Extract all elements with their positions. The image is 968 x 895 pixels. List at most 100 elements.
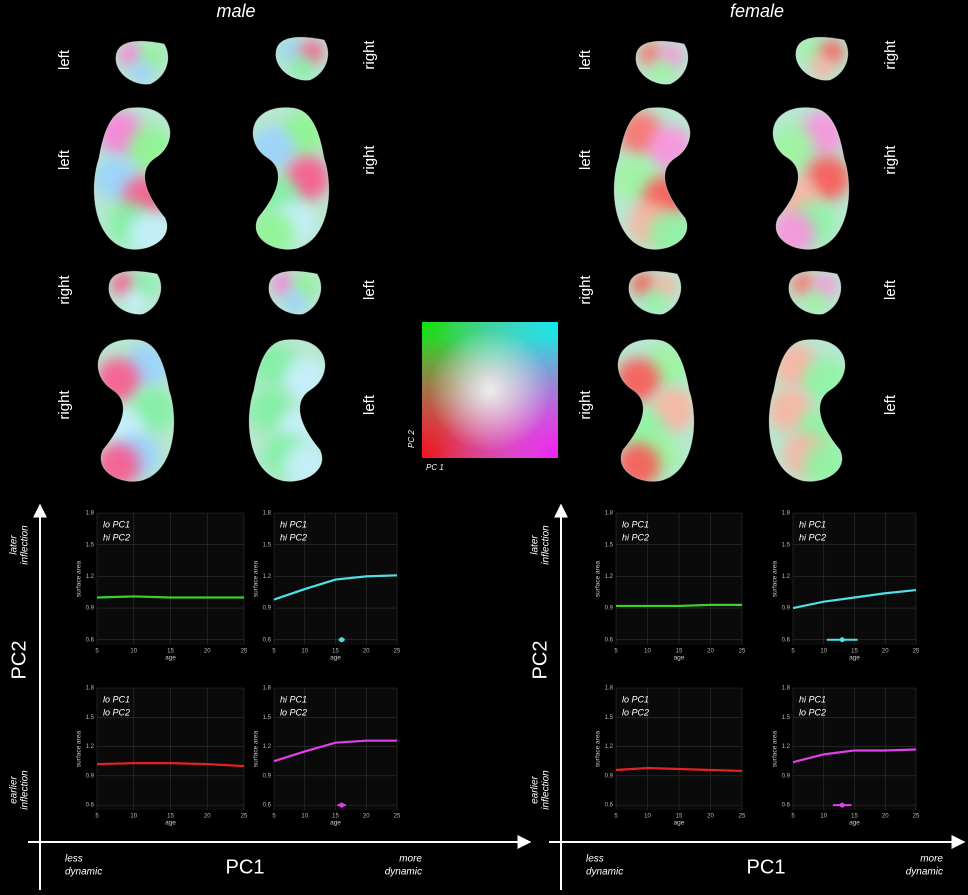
x-tick-label: 25 (394, 649, 401, 655)
x-axis-note: more (920, 854, 943, 865)
x-axis-label: age (330, 820, 341, 827)
x-tick-label: 20 (204, 814, 211, 820)
x-axis-note: more (399, 854, 422, 865)
brain (795, 37, 848, 81)
y-tick-label: 1.5 (605, 542, 614, 548)
mean-line (792, 588, 917, 610)
y-tick-label: 1.8 (263, 686, 272, 692)
panel-label: lo PC1 (622, 519, 649, 529)
x-tick-label: 15 (167, 649, 174, 655)
panel-label: hi PC2 (280, 532, 307, 542)
y-tick-label: 0.9 (605, 606, 614, 612)
x-axis-label: age (674, 655, 685, 662)
y-tick-label: 0.6 (263, 637, 272, 643)
x-tick-label: 15 (851, 814, 858, 820)
x-tick-label: 15 (332, 814, 339, 820)
brain-tint (118, 42, 142, 66)
y-axis-note: later (9, 535, 20, 555)
view-label: right (56, 390, 73, 420)
inflection-point (839, 802, 845, 808)
brain-outline (795, 36, 849, 81)
x-axis-title: PC1 (747, 856, 786, 878)
x-tick-label: 10 (644, 814, 651, 820)
brain-tint (638, 42, 662, 66)
y-axis-note: inflection (541, 525, 552, 565)
panel-label: hi PC1 (280, 694, 307, 704)
brain-outline (252, 107, 330, 250)
panel-title: male (216, 1, 255, 21)
panel-label: hi PC1 (799, 519, 826, 529)
brain-outline (108, 270, 162, 315)
brain (253, 107, 329, 250)
y-tick-label: 0.6 (86, 637, 95, 643)
brain-outline (115, 40, 169, 85)
y-tick-label: 0.6 (782, 637, 791, 643)
y-axis-label: surface area (76, 731, 83, 768)
x-tick-label: 20 (707, 814, 714, 820)
colormap (422, 322, 558, 458)
brain (98, 339, 174, 482)
y-tick-label: 1.2 (782, 744, 791, 750)
inflection-point (339, 802, 345, 808)
brain (268, 271, 321, 315)
panel-label: hi PC1 (799, 694, 826, 704)
brain-tint (123, 290, 147, 314)
mean-line (615, 766, 743, 773)
brain-outline (268, 270, 322, 315)
panel-label: lo PC1 (103, 694, 130, 704)
y-tick-label: 1.2 (605, 744, 614, 750)
y-tick-label: 1.5 (263, 715, 272, 721)
line-chart: 0.6 0.9 1.2 1.5 1.8 5 10 15 20 25 age surface area l… (595, 511, 746, 662)
brain-tint (631, 272, 655, 296)
panel-label: lo PC1 (103, 519, 130, 529)
y-tick-label: 0.6 (263, 803, 272, 809)
line-chart: 0.6 0.9 1.2 1.5 1.8 5 10 15 20 25 age surface area h… (772, 511, 920, 662)
inflection-point (839, 637, 845, 643)
brain-tint (278, 38, 302, 62)
view-label: left (577, 149, 594, 170)
view-label: right (577, 390, 594, 420)
x-tick-label: 20 (363, 814, 370, 820)
brain-outline (248, 339, 326, 482)
brain (618, 339, 694, 482)
brain-tint (650, 60, 674, 84)
y-tick-label: 1.8 (86, 686, 95, 692)
y-tick-label: 0.9 (86, 773, 95, 779)
x-axis-note: less (586, 854, 604, 865)
panel-label: lo PC2 (622, 707, 649, 717)
y-axis-title: PC2 (8, 641, 30, 680)
y-tick-label: 0.9 (782, 773, 791, 779)
x-tick-label: 10 (130, 649, 137, 655)
y-axis-title: PC2 (529, 641, 551, 680)
y-tick-label: 1.2 (605, 574, 614, 580)
y-tick-label: 1.2 (86, 574, 95, 580)
y-tick-label: 1.5 (782, 542, 791, 548)
y-tick-label: 0.9 (782, 606, 791, 612)
x-tick-label: 25 (739, 649, 746, 655)
mean-line (792, 748, 917, 764)
y-tick-label: 0.6 (605, 637, 614, 643)
brain-tint (810, 56, 834, 80)
view-label: left (361, 279, 378, 300)
y-axis-label: surface area (595, 731, 602, 768)
panel-label: lo PC2 (799, 707, 826, 717)
x-tick-label: 25 (241, 649, 248, 655)
y-axis-note: inflection (20, 770, 31, 810)
x-tick-label: 15 (167, 814, 174, 820)
x-tick-label: 25 (241, 814, 248, 820)
brain-outline (617, 339, 695, 482)
y-tick-label: 1.5 (782, 715, 791, 721)
y-axis-note: inflection (20, 525, 31, 565)
y-tick-label: 1.5 (263, 542, 272, 548)
brain-outline (613, 107, 691, 250)
mean-line (96, 595, 244, 599)
x-tick-label: 25 (394, 814, 401, 820)
x-axis-label: age (165, 655, 176, 662)
panel-label: hi PC2 (799, 532, 826, 542)
x-tick-label: 25 (913, 649, 920, 655)
x-tick-label: 20 (204, 649, 211, 655)
y-tick-label: 1.8 (782, 511, 791, 517)
y-tick-label: 1.8 (782, 686, 791, 692)
brain (94, 107, 170, 250)
